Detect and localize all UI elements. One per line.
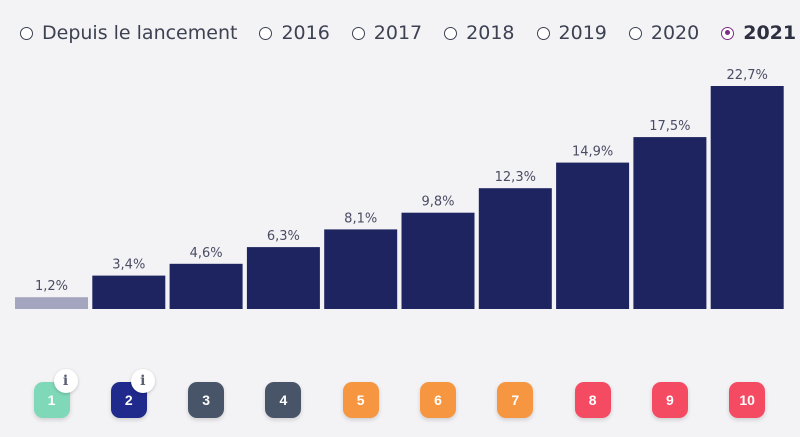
decile-badge-10[interactable]: 10 xyxy=(729,382,766,418)
decile-badge-6[interactable]: 6 xyxy=(420,382,456,418)
period-tab-label: 2021 xyxy=(743,22,797,44)
bar-decile-1 xyxy=(15,297,88,309)
period-tab-2020[interactable]: 2020 xyxy=(628,22,700,44)
decile-badge-label: 2 xyxy=(124,392,133,408)
decile-badge-label: 9 xyxy=(665,392,674,408)
decile-badge-label: 5 xyxy=(356,392,365,408)
radio-icon[interactable] xyxy=(444,26,458,40)
period-tab-2017[interactable]: 2017 xyxy=(351,22,423,44)
decile-badge-label: 3 xyxy=(202,392,210,408)
bar-decile-4 xyxy=(246,247,320,309)
info-icon[interactable]: i xyxy=(130,369,155,393)
decile-badge-8[interactable]: 8 xyxy=(574,382,611,418)
decile-badge-label: 1 xyxy=(47,392,56,408)
bar-decile-5 xyxy=(324,229,398,309)
decile-badge-label: 8 xyxy=(588,392,597,408)
decile-badge-7[interactable]: 7 xyxy=(497,382,534,418)
bar-value-label: 22,7% xyxy=(727,68,768,83)
period-tab-2019[interactable]: 2019 xyxy=(536,22,607,44)
decile-badge-4[interactable]: 4 xyxy=(265,382,302,418)
period-tab-label: 2020 xyxy=(650,22,700,44)
info-icon[interactable]: i xyxy=(53,369,78,393)
decile-badge-9[interactable]: 9 xyxy=(651,382,688,418)
radio-icon[interactable] xyxy=(259,26,273,40)
bar-decile-10 xyxy=(710,86,784,309)
bar-value-label: 4,6% xyxy=(190,246,223,261)
bar-value-label: 3,4% xyxy=(112,258,145,273)
decile-badge-5[interactable]: 5 xyxy=(342,382,379,418)
bar-value-label: 17,5% xyxy=(649,119,690,134)
radio-icon[interactable] xyxy=(20,26,33,40)
bar-value-label: 12,3% xyxy=(495,170,536,185)
decile-badge-label: 7 xyxy=(511,392,520,408)
period-tab-since-launch[interactable]: Depuis le lancement xyxy=(20,22,237,44)
bar-decile-6 xyxy=(401,212,475,309)
bar-decile-2 xyxy=(92,275,166,309)
bar-decile-8 xyxy=(556,162,630,309)
bar-decile-9 xyxy=(633,137,707,309)
bar-value-label: 9,8% xyxy=(421,195,454,210)
decile-badge-label: 10 xyxy=(739,392,755,408)
period-tab-label: 2018 xyxy=(466,22,515,44)
period-tab-label: 2019 xyxy=(558,22,607,44)
decile-badge-3[interactable]: 3 xyxy=(188,382,225,418)
bar-decile-3 xyxy=(169,263,243,309)
bar-value-label: 8,1% xyxy=(344,211,377,226)
decile-badge-label: 4 xyxy=(279,392,288,408)
radio-selected-icon[interactable] xyxy=(721,26,735,40)
period-tab-label: Depuis le lancement xyxy=(42,22,238,44)
bar-decile-7 xyxy=(478,188,552,309)
bar-value-label: 1,2% xyxy=(35,279,68,294)
period-tab-2021[interactable]: 2021 xyxy=(721,22,796,44)
period-tab-label: 2017 xyxy=(373,22,423,44)
period-tab-label: 2016 xyxy=(281,22,330,44)
radio-icon[interactable] xyxy=(628,26,642,40)
radio-icon[interactable] xyxy=(536,26,550,40)
radio-icon[interactable] xyxy=(351,26,365,40)
period-tab-2016[interactable]: 2016 xyxy=(259,22,330,44)
period-selector: Depuis le lancement 2016 2017 2018 2019 … xyxy=(20,22,796,44)
bar-value-label: 14,9% xyxy=(572,145,613,160)
period-tab-2018[interactable]: 2018 xyxy=(444,22,515,44)
bar-value-label: 6,3% xyxy=(267,229,300,244)
decile-badge-label: 6 xyxy=(434,392,442,408)
